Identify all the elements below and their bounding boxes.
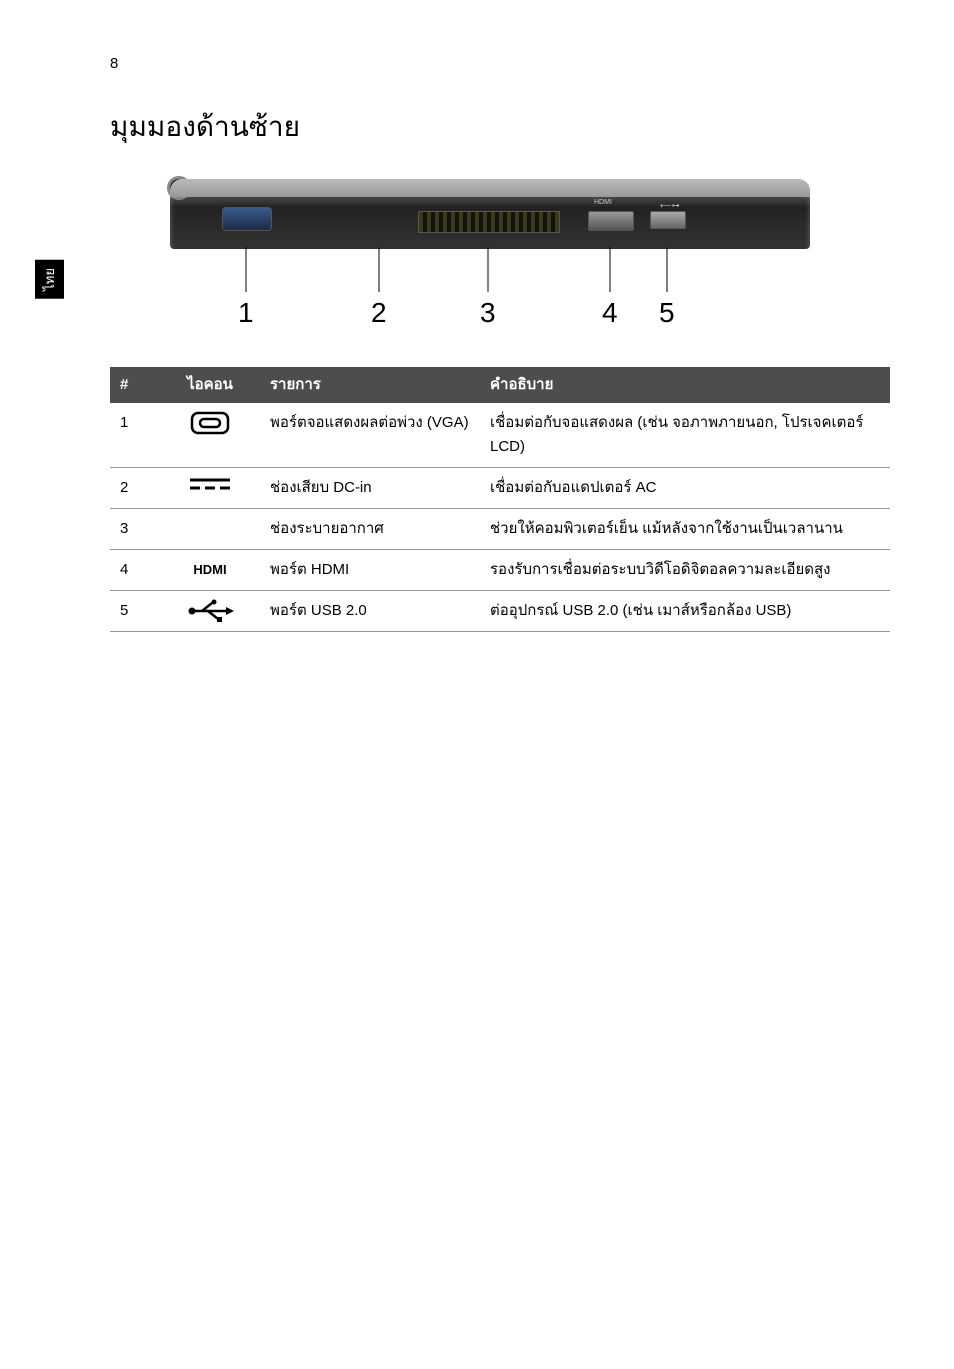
- callout-numbers: 1 2 3 4 5: [170, 297, 810, 337]
- cell-item: ช่องเสียบ DC-in: [260, 468, 480, 509]
- callout-4: 4: [602, 297, 618, 329]
- col-icon-header: ไอคอน: [160, 367, 260, 403]
- port-spec-table: # ไอคอน รายการ คำอธิบาย 1 พอร์ตจอแสดงผลต…: [110, 367, 890, 632]
- col-item-header: รายการ: [260, 367, 480, 403]
- cell-icon: [160, 403, 260, 468]
- table-row: 5 พอร์ต USB 2.0 ต่ออุปกรณ์ USB 2.0 (เช่น…: [110, 591, 890, 632]
- usb-port-graphic: [650, 211, 686, 229]
- table-header-row: # ไอคอน รายการ คำอธิบาย: [110, 367, 890, 403]
- col-num-header: #: [110, 367, 160, 403]
- cell-desc: รองรับการเชื่อมต่อระบบวิดีโอดิจิตอลความล…: [480, 550, 890, 591]
- callout-lines: [170, 247, 810, 297]
- cell-desc: ช่วยให้คอมพิวเตอร์เย็น แม้หลังจากใช้งานเ…: [480, 509, 890, 550]
- vga-icon: [190, 411, 230, 435]
- laptop-body: HDMI ⟵⊶: [170, 179, 810, 249]
- cell-icon: [160, 468, 260, 509]
- language-side-tab: ไทย: [35, 260, 64, 299]
- col-desc-header: คำอธิบาย: [480, 367, 890, 403]
- table-row: 2 ช่องเสียบ DC-in เชื่อมต่อกับอแดปเตอร์ …: [110, 468, 890, 509]
- hdmi-text-icon: HDMI: [193, 562, 226, 577]
- dc-in-icon: [188, 476, 232, 492]
- main-content: มุมมองด้านซ้าย HDMI ⟵⊶ 1 2 3 4: [110, 105, 890, 632]
- cell-desc: ต่ออุปกรณ์ USB 2.0 (เช่น เมาส์หรือกล้อง …: [480, 591, 890, 632]
- cell-item: พอร์ตจอแสดงผลต่อพ่วง (VGA): [260, 403, 480, 468]
- page-number: 8: [110, 55, 118, 72]
- cell-desc: เชื่อมต่อกับจอแสดงผล (เช่น จอภาพภายนอก, …: [480, 403, 890, 468]
- table-row: 3 ช่องระบายอากาศ ช่วยให้คอมพิวเตอร์เย็น …: [110, 509, 890, 550]
- cell-icon: HDMI: [160, 550, 260, 591]
- hdmi-tiny-label: HDMI: [594, 199, 612, 206]
- cell-item: ช่องระบายอากาศ: [260, 509, 480, 550]
- cell-item: พอร์ต USB 2.0: [260, 591, 480, 632]
- callout-3: 3: [480, 297, 496, 329]
- usb-icon: [186, 599, 234, 623]
- vent-graphic: [418, 211, 560, 233]
- cell-num: 5: [110, 591, 160, 632]
- callout-2: 2: [371, 297, 387, 329]
- cell-icon: [160, 591, 260, 632]
- table-row: 1 พอร์ตจอแสดงผลต่อพ่วง (VGA) เชื่อมต่อกั…: [110, 403, 890, 468]
- section-heading: มุมมองด้านซ้าย: [110, 105, 890, 149]
- table-row: 4 HDMI พอร์ต HDMI รองรับการเชื่อมต่อระบบ…: [110, 550, 890, 591]
- cell-num: 4: [110, 550, 160, 591]
- cell-desc: เชื่อมต่อกับอแดปเตอร์ AC: [480, 468, 890, 509]
- hdmi-port-graphic: [588, 211, 634, 231]
- device-side-view-illustration: HDMI ⟵⊶ 1 2 3 4 5: [170, 179, 890, 337]
- usb-tiny-icon: ⟵⊶: [660, 201, 679, 210]
- vga-port-graphic: [222, 207, 272, 231]
- callout-5: 5: [659, 297, 675, 329]
- cell-num: 3: [110, 509, 160, 550]
- cell-num: 2: [110, 468, 160, 509]
- callout-1: 1: [238, 297, 254, 329]
- cell-item: พอร์ต HDMI: [260, 550, 480, 591]
- cell-num: 1: [110, 403, 160, 468]
- cell-icon: [160, 509, 260, 550]
